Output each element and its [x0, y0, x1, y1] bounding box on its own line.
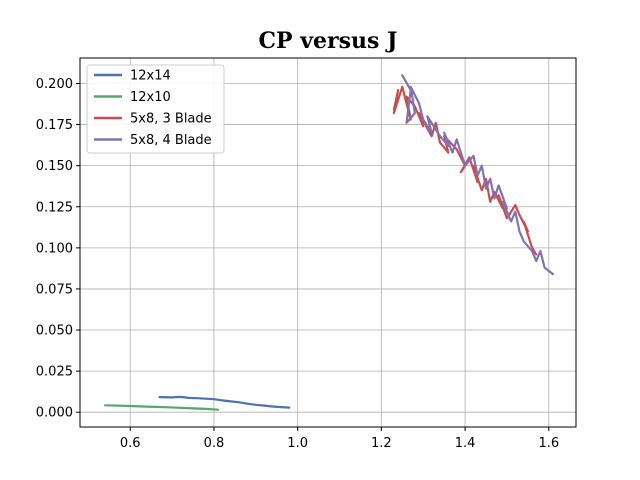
- legend-label-2: 12x10: [130, 90, 171, 105]
- y-tick-label: 0.000: [36, 406, 73, 421]
- legend: 12x14 12x10 5x8, 3 Blade 5x8, 4 Blade: [86, 64, 225, 154]
- x-axis: 0.6 0.8 1.0 1.2 1.4 1.6: [120, 427, 559, 451]
- x-tick-label: 0.6: [120, 436, 141, 451]
- y-tick-label: 0.200: [36, 77, 73, 92]
- y-tick-label: 0.100: [36, 241, 73, 256]
- y-tick-label: 0.175: [36, 118, 73, 133]
- x-tick-label: 1.6: [538, 436, 559, 451]
- y-axis: 0.000 0.025 0.050 0.075 0.100 0.125 0.150 0.175…: [36, 77, 80, 421]
- x-tick-label: 1.0: [287, 436, 308, 451]
- series-line-2: [104, 404, 220, 411]
- y-tick-label: 0.125: [36, 200, 73, 215]
- x-tick-label: 0.8: [204, 436, 225, 451]
- series-line-1: [158, 395, 291, 409]
- series-line-4: [401, 74, 555, 276]
- plot-area-frame: [79, 57, 577, 428]
- y-tick-label: 0.025: [36, 365, 73, 380]
- x-tick-label: 1.4: [455, 436, 476, 451]
- legend-label-1: 12x14: [130, 69, 171, 84]
- legend-label-3: 5x8, 3 Blade: [130, 112, 212, 127]
- legend-label-4: 5x8, 4 Blade: [130, 133, 212, 148]
- x-tick-label: 1.2: [371, 436, 392, 451]
- legend-box: [86, 64, 225, 154]
- y-tick-label: 0.075: [36, 282, 73, 297]
- chart-title: CP versus J: [259, 28, 398, 54]
- y-tick-label: 0.150: [36, 159, 73, 174]
- grid-lines: [80, 58, 576, 427]
- series-group: [104, 74, 555, 411]
- y-tick-label: 0.050: [36, 324, 73, 339]
